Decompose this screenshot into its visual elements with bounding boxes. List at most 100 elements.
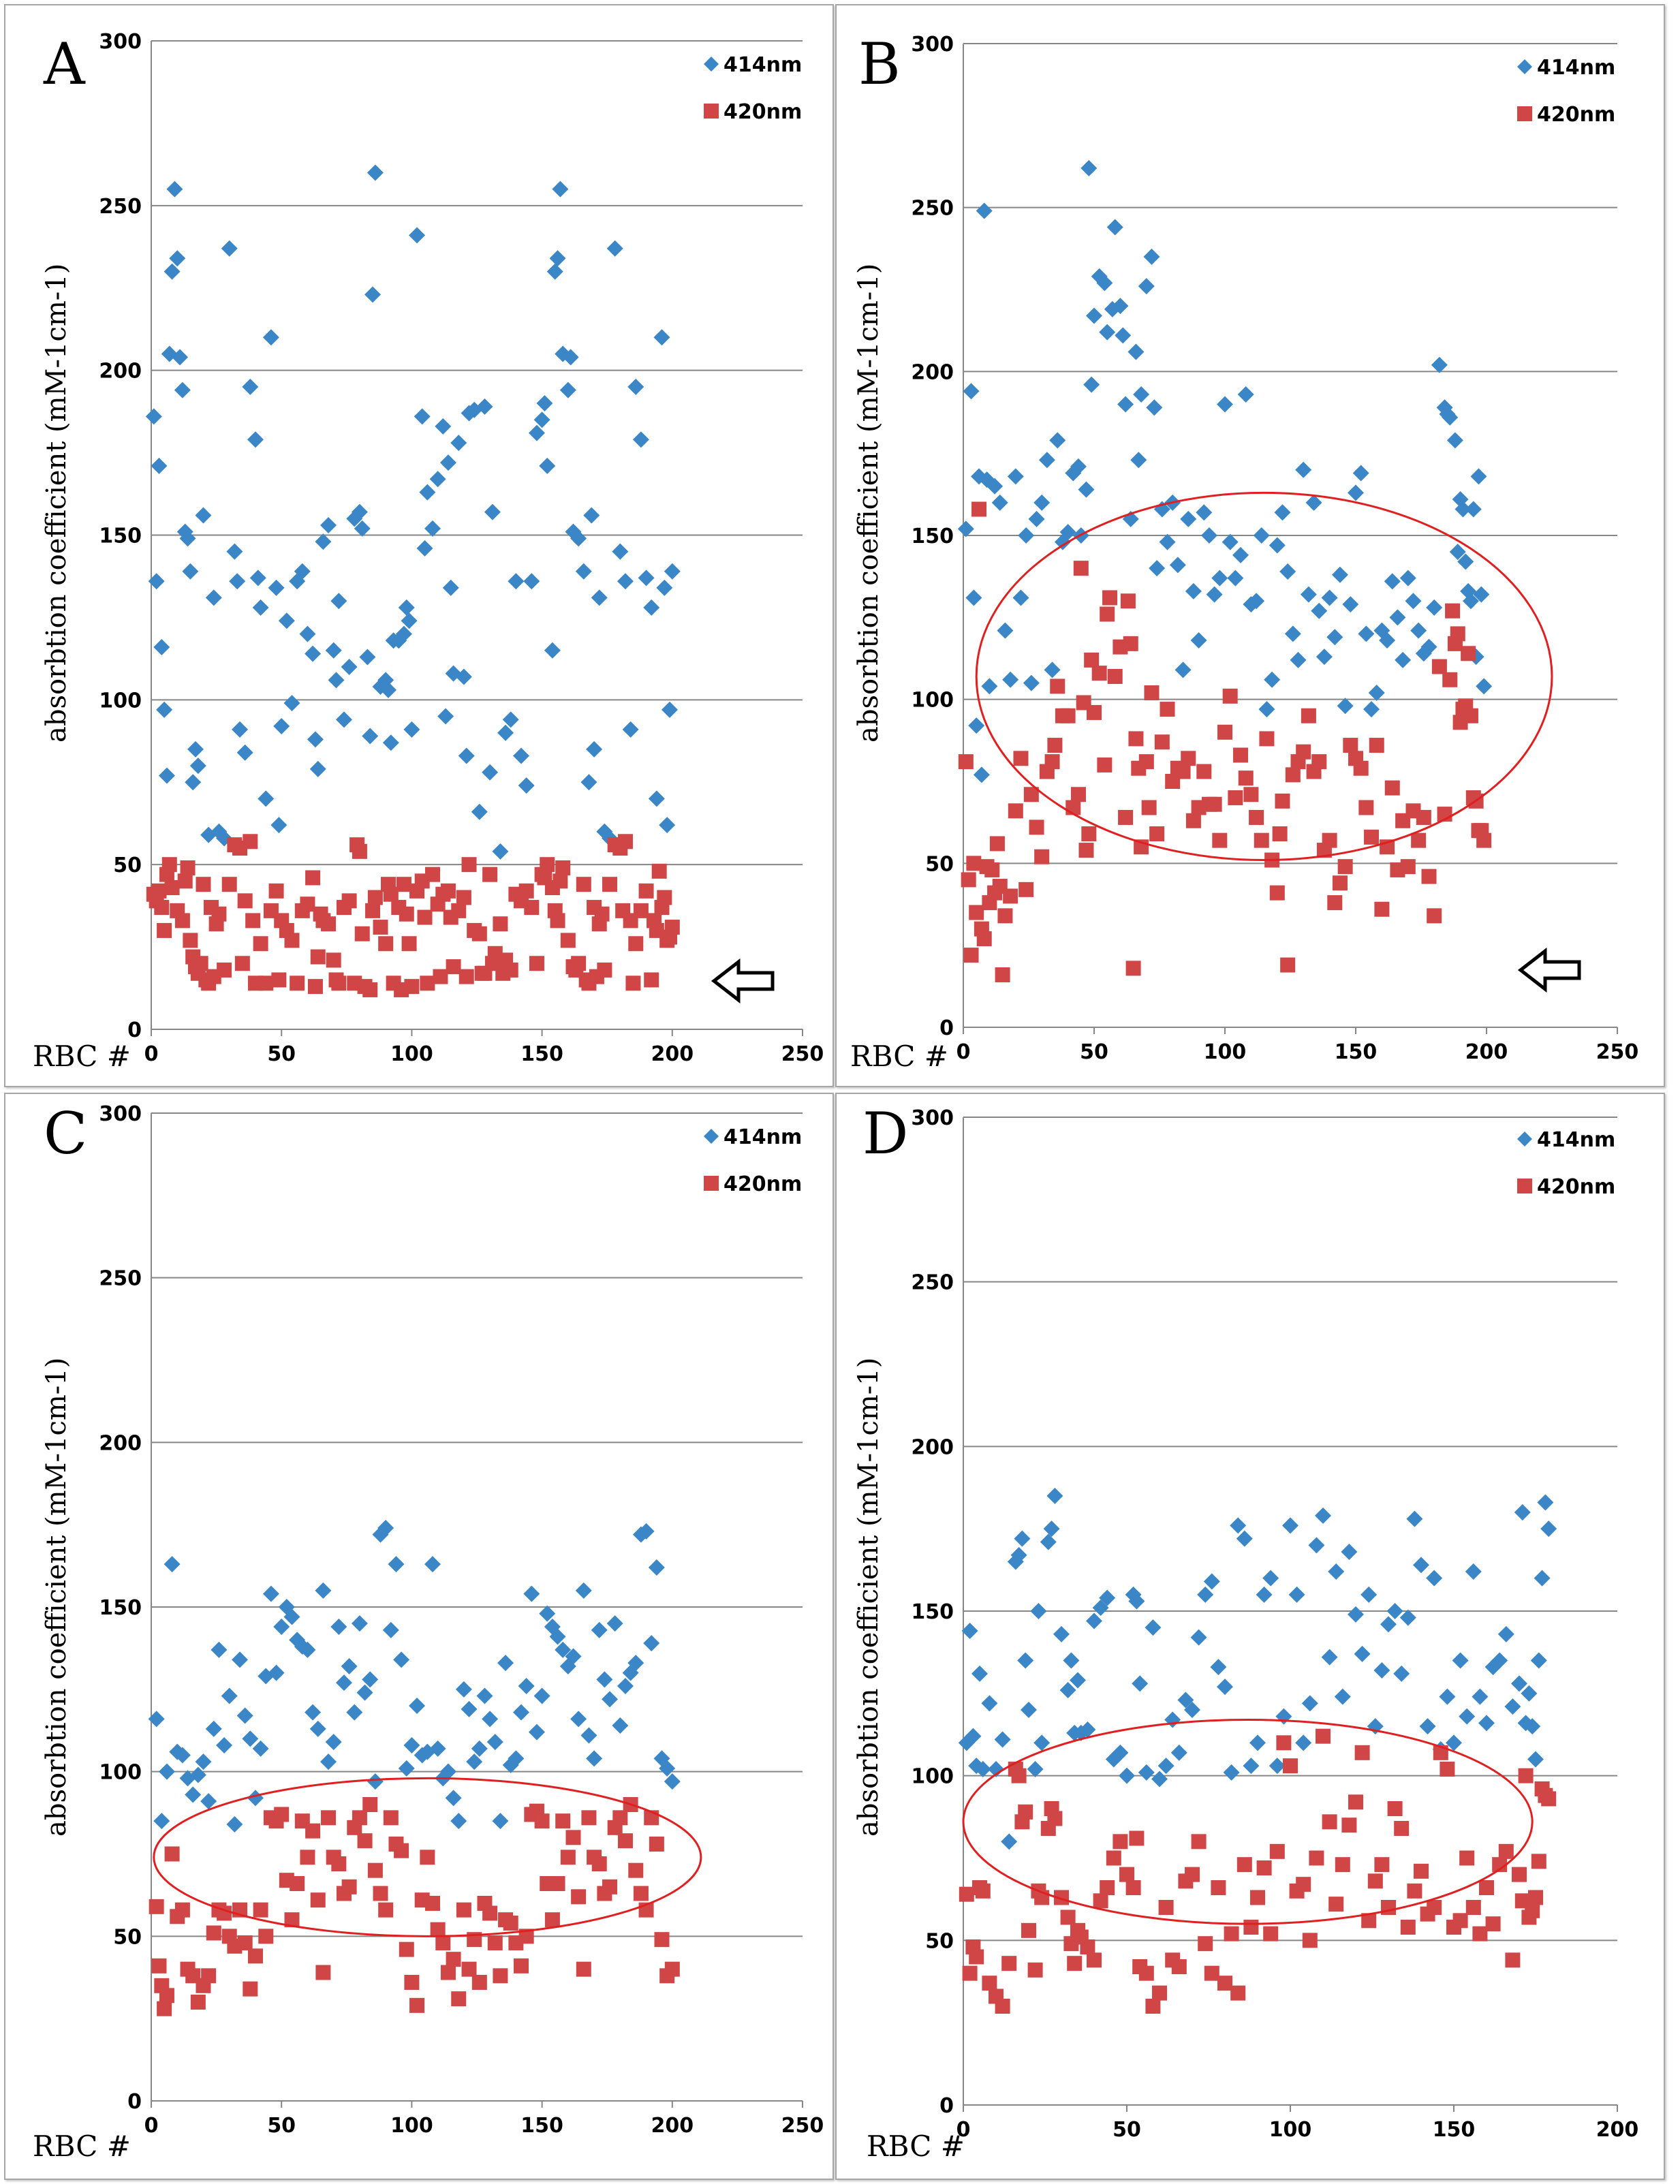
point-420nm bbox=[1531, 1854, 1546, 1869]
point-414nm bbox=[1236, 1530, 1253, 1547]
point-420nm bbox=[174, 1902, 190, 1918]
point-420nm bbox=[365, 903, 381, 918]
point-420nm bbox=[1008, 803, 1023, 819]
point-414nm bbox=[315, 533, 332, 550]
point-420nm bbox=[1230, 1985, 1246, 2001]
point-414nm bbox=[1243, 1758, 1260, 1775]
point-414nm bbox=[957, 520, 974, 537]
point-414nm bbox=[1203, 1573, 1220, 1590]
point-420nm bbox=[396, 877, 411, 892]
point-414nm bbox=[1028, 510, 1045, 527]
point-420nm bbox=[644, 972, 659, 988]
point-414nm bbox=[638, 570, 655, 587]
point-414nm bbox=[1175, 661, 1192, 678]
x-tick-label: 100 bbox=[1204, 1040, 1247, 1064]
point-414nm bbox=[1530, 1652, 1547, 1669]
point-414nm bbox=[1462, 593, 1479, 610]
point-414nm bbox=[437, 708, 454, 725]
point-420nm bbox=[1463, 708, 1478, 723]
point-420nm bbox=[284, 933, 300, 948]
point-420nm bbox=[373, 1886, 388, 1901]
point-414nm bbox=[1258, 701, 1275, 718]
point-414nm bbox=[1044, 661, 1061, 678]
point-414nm bbox=[978, 471, 995, 488]
point-420nm bbox=[1100, 606, 1115, 622]
x-tick-label: 0 bbox=[956, 1040, 971, 1064]
point-414nm bbox=[388, 1556, 405, 1573]
point-414nm bbox=[185, 1786, 202, 1803]
point-414nm bbox=[1478, 1715, 1495, 1732]
point-420nm bbox=[1254, 832, 1269, 848]
point-414nm bbox=[1455, 501, 1472, 518]
point-414nm bbox=[539, 1605, 556, 1622]
point-414nm bbox=[466, 1753, 483, 1770]
legend-marker-420nm bbox=[704, 104, 719, 119]
point-414nm bbox=[1106, 219, 1123, 236]
y-tick-label: 100 bbox=[99, 689, 142, 713]
point-420nm bbox=[1440, 1762, 1455, 1777]
point-420nm bbox=[1316, 1728, 1331, 1744]
point-414nm bbox=[182, 563, 199, 580]
point-414nm bbox=[200, 1793, 217, 1810]
point-420nm bbox=[183, 933, 198, 948]
point-414nm bbox=[362, 1671, 379, 1688]
scatter-plot-b: 0 50 100 150 200 250 300 0 50 100 150 200 250 414nm 42… bbox=[911, 33, 1638, 1064]
point-414nm bbox=[1112, 298, 1129, 315]
legend-marker-420nm bbox=[1517, 1179, 1532, 1194]
point-414nm bbox=[1511, 1675, 1527, 1692]
point-414nm bbox=[1315, 1507, 1331, 1524]
point-414nm bbox=[606, 1615, 623, 1632]
point-420nm bbox=[503, 1916, 518, 1931]
point-414nm bbox=[1146, 399, 1163, 416]
point-420nm bbox=[471, 926, 487, 941]
point-420nm bbox=[151, 883, 167, 899]
point-420nm bbox=[544, 1912, 560, 1928]
point-420nm bbox=[1387, 1801, 1403, 1816]
point-414nm bbox=[205, 1720, 222, 1737]
point-414nm bbox=[1342, 596, 1359, 613]
y-axis-title-c: absorbtion coefficient (mM-1cm-1) bbox=[41, 1357, 72, 1837]
point-420nm bbox=[1367, 1873, 1383, 1889]
point-420nm bbox=[1207, 796, 1222, 812]
point-414nm bbox=[591, 589, 608, 606]
point-420nm bbox=[571, 1889, 587, 1905]
y-tick-label: 0 bbox=[127, 2090, 142, 2114]
point-420nm bbox=[1196, 764, 1212, 779]
point-414nm bbox=[179, 530, 196, 547]
point-414nm bbox=[1279, 563, 1296, 580]
point-414nm bbox=[1083, 376, 1100, 393]
point-414nm bbox=[648, 790, 665, 807]
point-420nm bbox=[456, 1902, 471, 1918]
point-414nm bbox=[1210, 1659, 1227, 1676]
point-414nm bbox=[539, 457, 556, 474]
point-414nm bbox=[1012, 589, 1029, 606]
point-414nm bbox=[653, 329, 670, 346]
point-414nm bbox=[1384, 573, 1401, 590]
point-420nm bbox=[164, 880, 180, 896]
point-420nm bbox=[1118, 809, 1134, 825]
x-tick-label: 200 bbox=[651, 2114, 694, 2138]
point-414nm bbox=[602, 1691, 619, 1708]
point-420nm bbox=[300, 896, 315, 912]
point-420nm bbox=[243, 1981, 258, 1997]
point-420nm bbox=[651, 863, 667, 879]
point-414nm bbox=[971, 1665, 988, 1682]
point-420nm bbox=[451, 903, 467, 918]
point-414nm bbox=[1169, 557, 1186, 574]
point-414nm bbox=[379, 681, 396, 698]
point-414nm bbox=[1465, 501, 1482, 518]
point-414nm bbox=[461, 1700, 478, 1717]
x-tick-label: 50 bbox=[267, 2114, 296, 2138]
highlight-ellipse bbox=[962, 1719, 1534, 1925]
point-414nm bbox=[974, 1761, 991, 1777]
point-414nm bbox=[575, 563, 592, 580]
point-420nm bbox=[290, 1876, 305, 1891]
point-420nm bbox=[354, 926, 370, 941]
point-420nm bbox=[958, 754, 974, 770]
point-420nm bbox=[1445, 603, 1461, 619]
point-414nm bbox=[617, 573, 634, 590]
point-414nm bbox=[1337, 698, 1354, 715]
point-414nm bbox=[221, 1687, 238, 1704]
point-420nm bbox=[1236, 1857, 1252, 1873]
point-414nm bbox=[1352, 465, 1369, 482]
